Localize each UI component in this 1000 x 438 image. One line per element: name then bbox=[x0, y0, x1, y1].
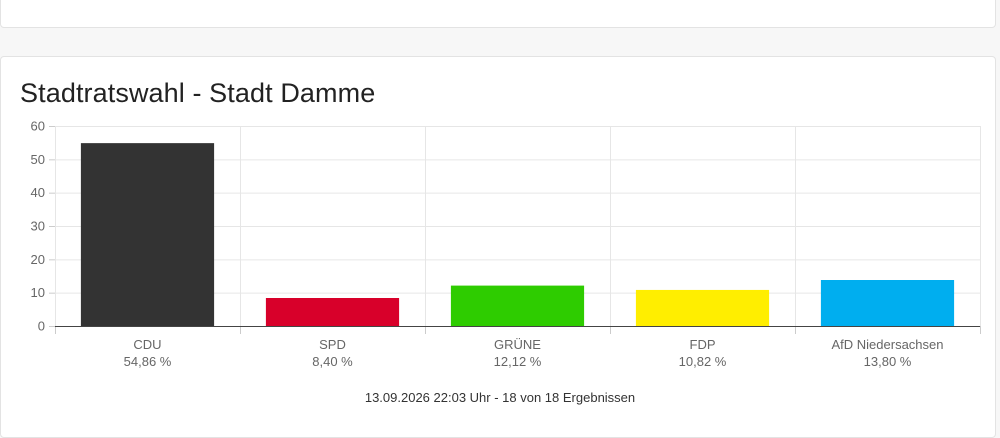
y-tick-label: 20 bbox=[31, 252, 45, 267]
bar-fdp[interactable] bbox=[635, 289, 770, 326]
x-value-label: 13,80 % bbox=[864, 354, 912, 369]
top-panel bbox=[0, 0, 996, 28]
y-tick-label: 50 bbox=[31, 152, 45, 167]
y-tick-label: 60 bbox=[31, 119, 45, 134]
x-category-label: AfD Niedersachsen bbox=[832, 337, 944, 352]
x-category-label: SPD bbox=[319, 337, 346, 352]
bar-gr-ne[interactable] bbox=[450, 285, 585, 326]
x-axis-labels: CDU 54,86 % SPD 8,40 % GRÜNE 12,12 % FDP 10,82 … bbox=[124, 337, 944, 369]
result-footnote: 13.09.2026 22:03 Uhr - 18 von 18 Ergebni… bbox=[364, 390, 636, 405]
y-tick-label: 10 bbox=[31, 285, 45, 300]
bars bbox=[80, 143, 955, 326]
y-tick-label: 0 bbox=[38, 319, 45, 334]
x-category-label: CDU bbox=[133, 337, 161, 352]
y-axis-ticks: 0 10 20 30 40 50 60 bbox=[31, 119, 55, 334]
bar-chart: 0 10 20 30 40 50 60 CDU 54,86 % SPD 8,40 % GRÜNE 12… bbox=[31, 119, 981, 369]
x-category-label: FDP bbox=[690, 337, 716, 352]
y-tick-label: 30 bbox=[31, 219, 45, 234]
x-category-label: GRÜNE bbox=[494, 337, 541, 352]
x-value-label: 54,86 % bbox=[124, 354, 172, 369]
x-axis bbox=[55, 326, 981, 334]
x-value-label: 12,12 % bbox=[494, 354, 542, 369]
bar-afd-niedersachsen[interactable] bbox=[820, 280, 955, 326]
y-tick-label: 40 bbox=[31, 185, 45, 200]
x-value-label: 8,40 % bbox=[312, 354, 353, 369]
chart-title: Stadtratswahl - Stadt Damme bbox=[20, 78, 376, 108]
bar-spd[interactable] bbox=[265, 298, 400, 326]
x-value-label: 10,82 % bbox=[679, 354, 727, 369]
bar-cdu[interactable] bbox=[80, 143, 215, 326]
